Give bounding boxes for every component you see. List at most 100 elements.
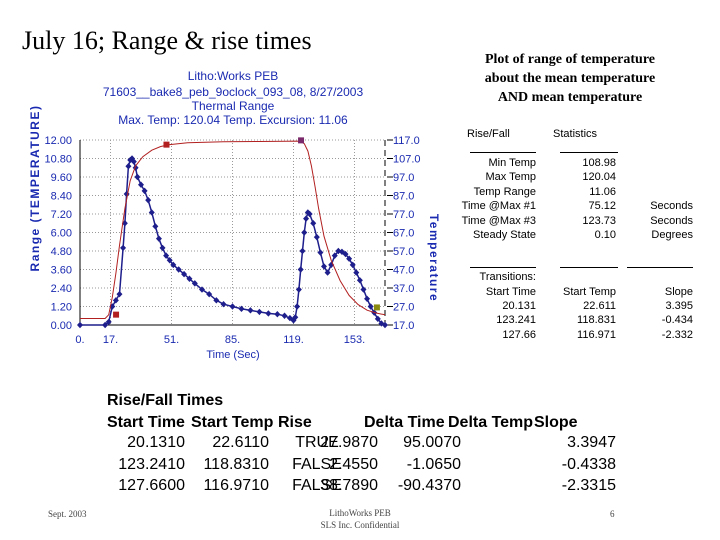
range-data-point <box>213 297 220 304</box>
range-data-point <box>306 210 313 218</box>
transitions-label: Transitions: <box>479 271 536 283</box>
table-cell: 3.3947 <box>567 434 616 451</box>
table-cell: 20.1310 <box>127 434 185 451</box>
range-data-point <box>130 158 137 165</box>
transition-start-temp: 118.831 <box>577 314 616 327</box>
stat-value: 123.73 <box>582 214 616 227</box>
table-cell: FALSE <box>292 455 342 473</box>
y2-tick-label: 17.0 <box>393 320 414 332</box>
chart-header-line-1: Litho:Works PEB <box>188 69 278 83</box>
range-data-point <box>346 255 353 262</box>
chart-header-line-4: Max. Temp: 120.04 Temp. Excursion: 11.06 <box>118 113 348 127</box>
range-data-point <box>163 252 170 259</box>
stat-label: Min Temp <box>488 157 536 169</box>
range-data-point <box>170 261 177 269</box>
range-data-point <box>132 164 139 171</box>
stat-value: 120.04 <box>582 171 616 184</box>
range-data-point <box>102 321 109 329</box>
transitions-rule <box>560 267 618 268</box>
range-data-point <box>199 286 205 293</box>
stat-label: Time @Max #3 <box>461 214 536 227</box>
stat-unit: Degrees <box>651 229 693 241</box>
y2-tick-label: 117.0 <box>393 135 420 147</box>
statistics-panel: Rise/Fall Statistics Min Temp 108.98 Max Tem… <box>440 125 710 345</box>
range-data-point <box>229 303 236 310</box>
range-data-point <box>317 249 324 256</box>
range-data-point <box>331 252 338 259</box>
x-tick-label: 0. <box>75 334 84 346</box>
range-data-point <box>360 286 367 293</box>
table-cell: -1.0650 <box>406 455 461 473</box>
range-data-point <box>166 257 173 264</box>
y-tick-label: 9.60 <box>51 172 72 184</box>
stat-value: 108.98 <box>582 157 616 169</box>
table-cell: 95.0070 <box>403 434 461 451</box>
range-data-point <box>105 318 112 326</box>
range-data-point <box>152 223 159 230</box>
y-tick-label: 0.00 <box>51 320 72 332</box>
range-data-point <box>120 244 127 252</box>
transition-start-time: 127.66 <box>502 328 536 341</box>
range-data-point <box>297 266 304 273</box>
stat-value: 0.10 <box>594 229 616 241</box>
range-data-point <box>374 315 381 323</box>
table-cell: 38.7890 <box>320 477 378 494</box>
y2-tick-label: 27.0 <box>393 302 414 314</box>
range-data-point <box>349 261 356 269</box>
transition-start-temp: 116.971 <box>577 328 616 341</box>
y2-axis-label: Temperature <box>427 214 441 302</box>
stat-value: 75.12 <box>588 200 616 213</box>
table-header: Slope <box>534 414 578 431</box>
rise-fall-label: Rise/Fall <box>467 128 510 140</box>
stat-value: 11.06 <box>589 185 616 198</box>
y2-tick-label: 107.0 <box>393 154 421 166</box>
transitions-rule <box>627 267 693 268</box>
range-data-point <box>191 280 198 287</box>
stat-label: Steady State <box>473 229 536 241</box>
range-data-point <box>310 220 317 227</box>
chart-header-line-3: Thermal Range <box>192 99 275 113</box>
table-header: Delta Time <box>364 414 445 431</box>
range-data-point <box>256 308 263 316</box>
transition-header: Slope <box>664 286 693 298</box>
range-data-point <box>134 173 141 181</box>
y-tick-label: 6.00 <box>51 228 72 240</box>
range-data-point <box>181 270 188 278</box>
stat-label: Max Temp <box>485 171 536 184</box>
table-cell: 116.9710 <box>203 477 269 494</box>
table-cell: 2.4550 <box>329 455 378 473</box>
chart-header-line-2: 71603__bake8_peb_9oclock_093_08, 8/27/20… <box>103 85 364 99</box>
y-tick-label: 1.20 <box>51 302 72 314</box>
statistics-label: Statistics <box>553 128 598 140</box>
transition-marker <box>373 304 380 311</box>
x-tick-label: 17. <box>103 334 118 346</box>
table-cell: 27.9870 <box>320 434 378 451</box>
transition-start-temp: 22.611 <box>583 300 616 312</box>
stat-unit: Seconds <box>650 214 693 227</box>
range-data-point <box>206 290 213 298</box>
transition-slope: -0.434 <box>661 314 693 327</box>
y-tick-label: 7.20 <box>51 209 72 221</box>
transition-start-time: 123.241 <box>496 314 536 327</box>
transition-header: Start Time <box>485 286 536 298</box>
range-data-point <box>294 303 301 310</box>
range-data-point <box>138 181 144 188</box>
transition-marker <box>163 141 170 148</box>
table-header: Start Temp <box>191 414 274 431</box>
page-number: 6 <box>610 509 615 519</box>
range-data-point <box>364 295 371 302</box>
transition-header: Start Temp <box>563 286 616 298</box>
range-data-point <box>129 155 136 162</box>
range-data-point <box>238 305 245 313</box>
footer-confidential: SLS Inc. Confidential <box>320 520 400 530</box>
transitions-rule <box>470 267 536 268</box>
transition-start-time: 20.131 <box>502 300 536 312</box>
range-data-point <box>175 266 182 273</box>
range-data-point <box>155 235 162 242</box>
y-tick-label: 2.40 <box>51 283 72 295</box>
table-header: Delta Temp <box>448 414 534 431</box>
stats-rule <box>470 152 536 153</box>
temperature-series-line <box>80 140 386 319</box>
range-data-point <box>342 250 349 258</box>
transition-slope: -2.332 <box>661 328 693 341</box>
